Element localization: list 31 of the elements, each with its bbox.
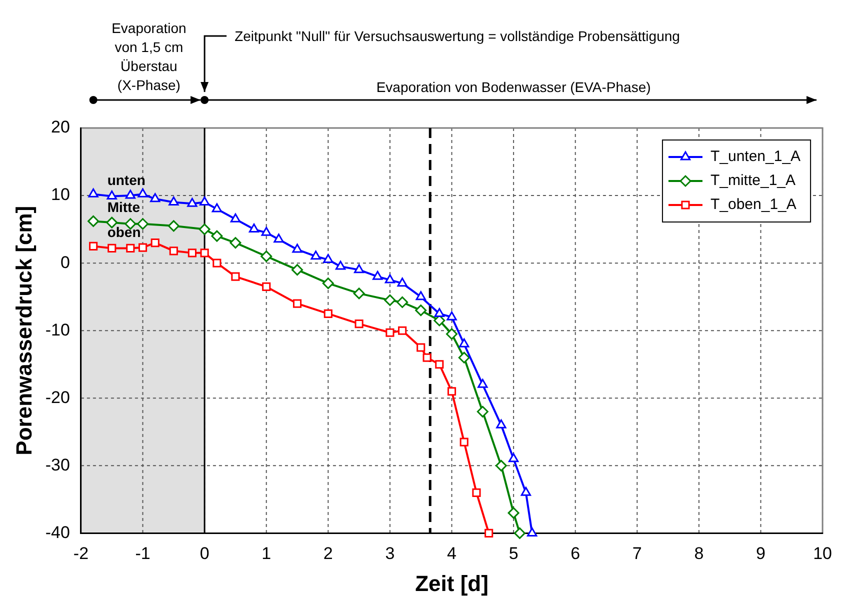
y-tick-label: -30 <box>45 455 70 474</box>
text: Evaporation von Bodenwasser (EVA-Phase) <box>376 79 651 95</box>
y-tick-label: -10 <box>45 320 70 340</box>
annotation: unten <box>107 172 146 188</box>
x-tick-label: 1 <box>262 544 272 564</box>
x-tick-label: -1 <box>135 544 150 564</box>
y-tick-label: -40 <box>45 522 70 542</box>
x-tick-label: 10 <box>813 544 832 564</box>
annotation: oben <box>107 224 141 240</box>
x-tick-label: 4 <box>447 544 456 564</box>
annotation: Mitte <box>107 199 140 216</box>
x-tick-label: 9 <box>756 544 766 564</box>
legend-label: T_mitte_1_A <box>710 172 796 190</box>
x-tick-label: 8 <box>694 544 704 564</box>
x-axis-title: Zeit [d] <box>415 570 488 596</box>
legend-label: T_oben_1_A <box>710 196 796 214</box>
y-axis-title: Porenwasserdruck [cm] <box>11 206 36 456</box>
text: Evaporation von 1,5 cm Überstau (X-Phase) <box>112 20 186 93</box>
y-tick-label: 20 <box>51 118 70 137</box>
x-tick-label: 0 <box>200 544 210 564</box>
text: Zeitpunkt "Null" für Versuchsauswertung = vollständige Probensättigung <box>234 28 680 44</box>
y-tick-label: -20 <box>45 388 70 407</box>
y-tick-label: 10 <box>51 185 70 204</box>
x-tick-label: 6 <box>570 544 580 564</box>
x-tick-label: 5 <box>508 544 518 564</box>
y-tick-label: 0 <box>60 252 70 272</box>
x-tick-label: 2 <box>323 544 333 564</box>
x-tick-label: 3 <box>385 544 395 564</box>
x-tick-label: 7 <box>632 544 642 564</box>
legend-label: T_unten_1_A <box>710 148 801 166</box>
x-tick-label: -2 <box>73 544 89 564</box>
